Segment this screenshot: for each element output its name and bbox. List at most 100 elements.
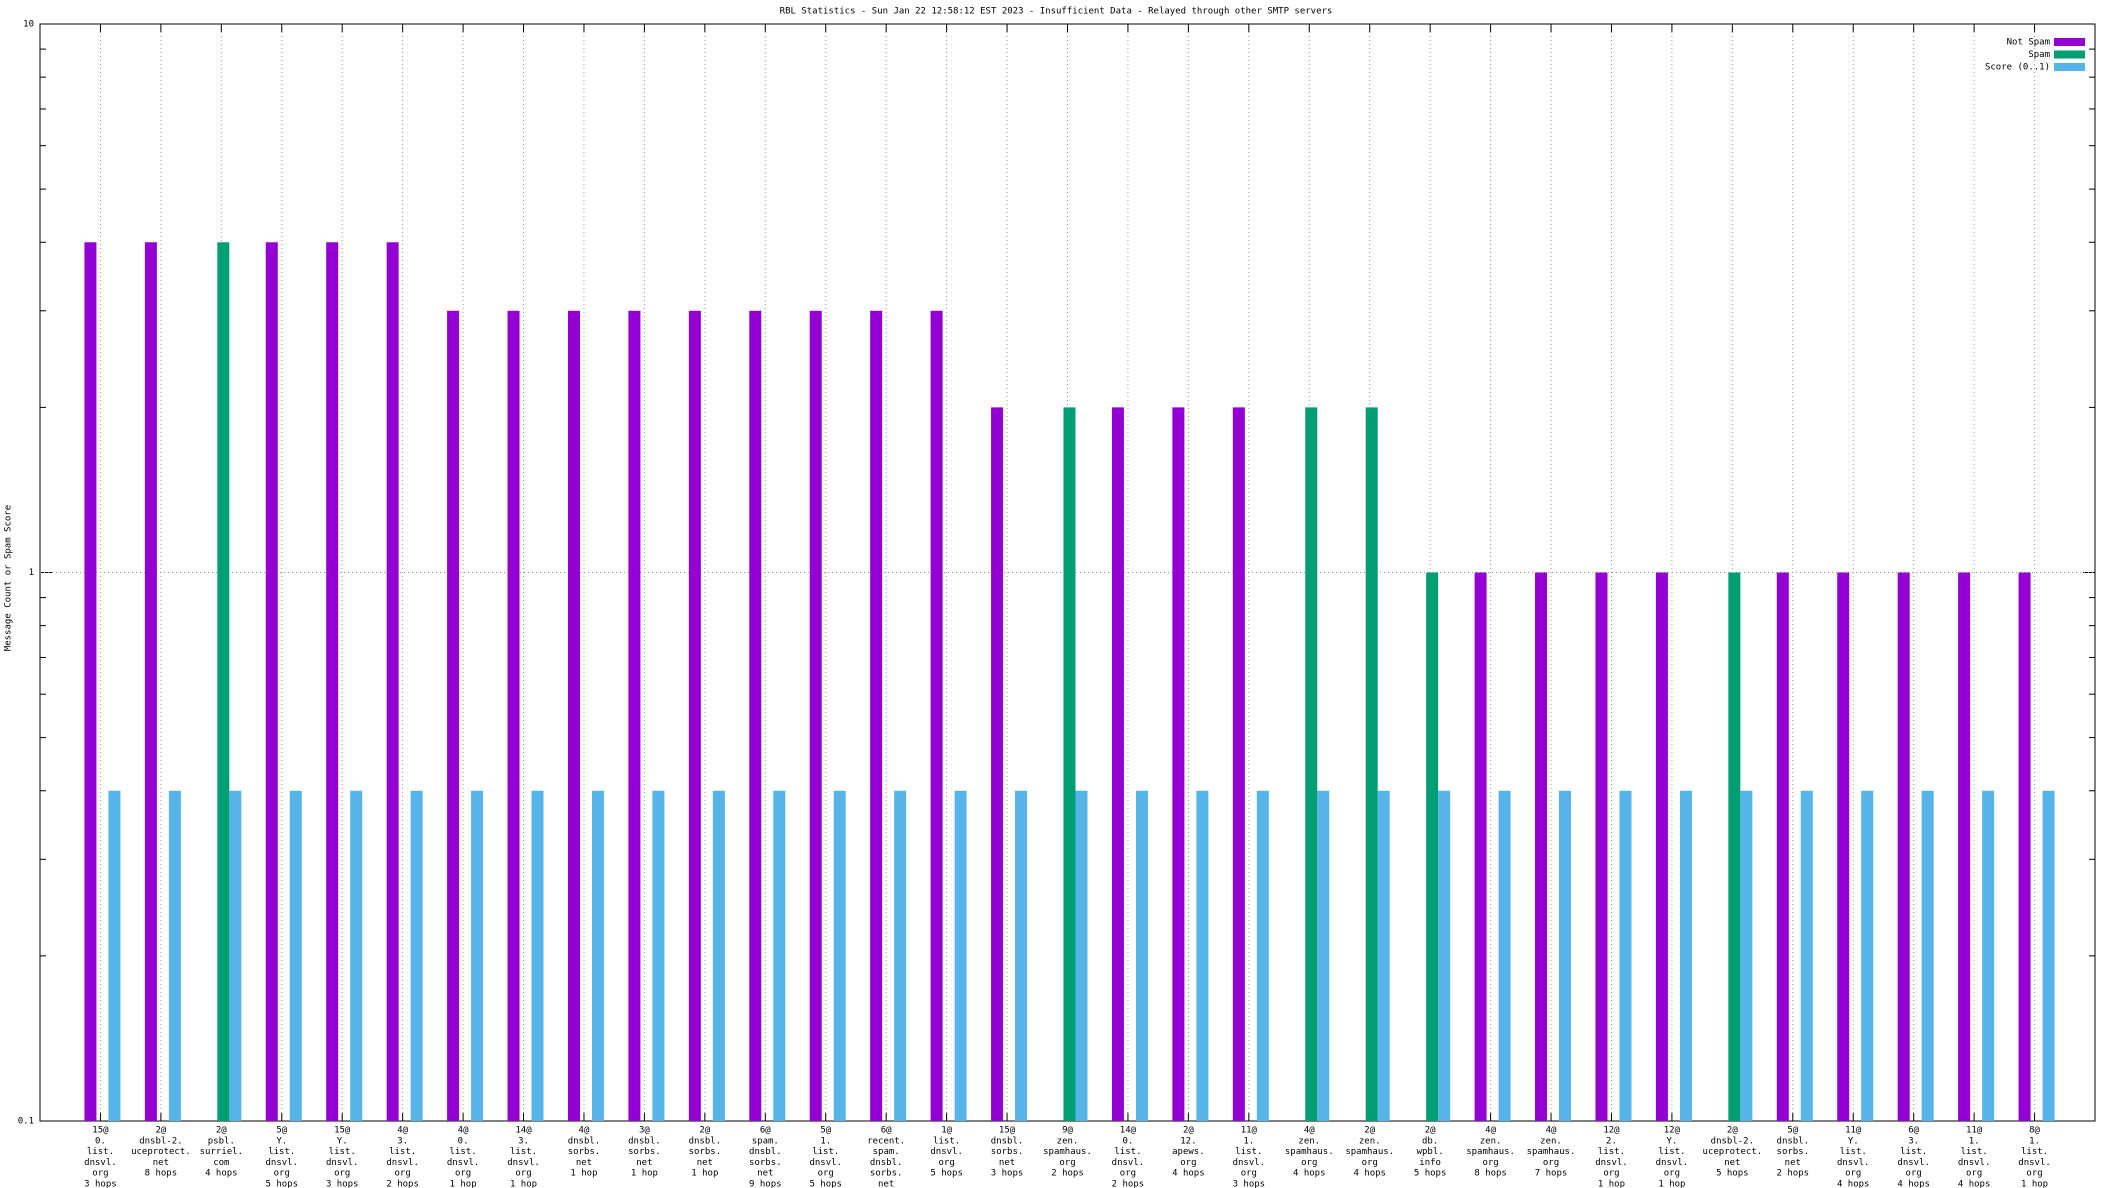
x-tick-label: org: [1241, 1169, 1257, 1179]
bar: [1498, 790, 1511, 1121]
bar: [1015, 790, 1028, 1121]
x-tick-label: 3.: [518, 1136, 529, 1146]
bar: [1063, 407, 1076, 1122]
x-tick-label: org: [1845, 1169, 1861, 1179]
y-tick-label: 0.1: [18, 1117, 34, 1127]
x-tick-label: dnsbl.: [870, 1158, 903, 1168]
x-tick-label: 5@: [820, 1126, 831, 1136]
x-tick-label: 12.: [1180, 1136, 1196, 1146]
bar: [1800, 790, 1813, 1121]
bar: [833, 790, 846, 1121]
x-tick-label: info: [1419, 1158, 1441, 1168]
x-tick-label: 1 hop: [510, 1180, 537, 1188]
x-tick-label: org: [334, 1169, 350, 1179]
x-tick-label: 2@: [1183, 1126, 1194, 1136]
x-tick-label: 4@: [1485, 1126, 1496, 1136]
x-tick-label: sorbs.: [749, 1158, 782, 1168]
bar: [1982, 790, 1995, 1121]
x-tick-label: db.: [1422, 1136, 1438, 1146]
x-tick-label: net: [576, 1158, 592, 1168]
bar: [1728, 572, 1741, 1121]
bar: [1559, 790, 1572, 1121]
x-tick-label: dnsbl.: [991, 1136, 1024, 1146]
x-tick-label: list.: [812, 1147, 839, 1157]
bar: [1365, 407, 1378, 1122]
x-tick-label: list.: [933, 1136, 960, 1146]
x-tick-label: 2 hops: [1112, 1180, 1145, 1188]
x-tick-label: Y.: [1666, 1136, 1677, 1146]
x-tick-label: dnsbl-2.: [1711, 1136, 1754, 1146]
x-tick-label: org: [1906, 1169, 1922, 1179]
x-tick-label: 5 hops: [266, 1180, 299, 1188]
x-tick-label: 3 hops: [326, 1180, 359, 1188]
x-tick-label: 8 hops: [1474, 1169, 1507, 1179]
x-tick-label: dnsvl.: [84, 1158, 117, 1168]
x-tick-label: sorbs.: [1777, 1147, 1810, 1157]
bar: [954, 790, 967, 1121]
x-tick-label: org: [1543, 1158, 1559, 1168]
bar: [809, 310, 822, 1122]
x-tick-label: 1 hop: [631, 1169, 658, 1179]
bar: [144, 242, 157, 1122]
x-tick-label: 15@: [334, 1126, 351, 1136]
x-tick-label: 2@: [216, 1126, 227, 1136]
x-tick-label: spamhaus.: [1527, 1147, 1576, 1157]
x-tick-label: 6@: [1908, 1126, 1919, 1136]
x-tick-label: dnsvl.: [1837, 1158, 1870, 1168]
x-tick-label: 2@: [1364, 1126, 1375, 1136]
x-tick-label: list.: [450, 1147, 477, 1157]
y-tick-label: 10: [23, 20, 34, 30]
bar: [1232, 407, 1245, 1122]
x-tick-label: dnsbl.: [749, 1147, 782, 1157]
x-tick-label: spam.: [752, 1136, 779, 1146]
x-tick-label: net: [697, 1158, 713, 1168]
y-tick-label: 1: [29, 568, 34, 578]
x-tick-label: 2@: [1727, 1126, 1738, 1136]
x-tick-label: 3 hops: [84, 1180, 117, 1188]
x-tick-label: 2 hops: [386, 1180, 419, 1188]
bar: [1256, 790, 1269, 1121]
x-tick-label: psbl.: [208, 1136, 235, 1146]
bar: [991, 407, 1004, 1122]
x-tick-label: sorbs.: [568, 1147, 601, 1157]
x-tick-label: wpbl.: [1417, 1147, 1444, 1157]
x-tick-label: dnsbl-2.: [139, 1136, 182, 1146]
x-tick-label: 1 hop: [1658, 1180, 1685, 1188]
x-tick-label: 4 hops: [1293, 1169, 1326, 1179]
x-tick-label: sorbs.: [991, 1147, 1024, 1157]
x-tick-label: Y.: [337, 1136, 348, 1146]
bar: [1679, 790, 1692, 1121]
legend-label: Score (0..1): [1985, 63, 2050, 73]
x-tick-label: org: [2026, 1169, 2042, 1179]
x-tick-label: 12@: [1664, 1126, 1681, 1136]
x-tick-label: 14@: [515, 1126, 532, 1136]
x-tick-label: 1 hop: [2021, 1180, 2048, 1188]
x-tick-label: dnsbl.: [689, 1136, 722, 1146]
x-tick-label: 1.: [820, 1136, 831, 1146]
x-tick-label: sorbs.: [689, 1147, 722, 1157]
x-tick-label: 6@: [760, 1126, 771, 1136]
x-tick-label: sorbs.: [628, 1147, 661, 1157]
x-tick-label: uceprotect.: [1703, 1147, 1763, 1157]
x-tick-label: net: [1724, 1158, 1740, 1168]
x-tick-label: 4@: [458, 1126, 469, 1136]
x-tick-label: 3 hops: [991, 1169, 1024, 1179]
bar: [1837, 572, 1850, 1121]
bar: [447, 310, 460, 1122]
x-tick-label: 3@: [639, 1126, 650, 1136]
x-tick-label: 5 hops: [1414, 1169, 1447, 1179]
x-tick-label: 11@: [1241, 1126, 1258, 1136]
x-tick-label: 1 hop: [1598, 1180, 1625, 1188]
bar: [1595, 572, 1608, 1121]
bar: [326, 242, 339, 1122]
x-tick-label: org: [515, 1169, 531, 1179]
bar: [2042, 790, 2055, 1121]
x-tick-label: 6@: [881, 1126, 892, 1136]
x-tick-label: 4 hops: [1172, 1169, 1205, 1179]
bar: [289, 790, 302, 1121]
x-tick-label: 4 hops: [1897, 1180, 1930, 1188]
bar: [591, 790, 604, 1121]
bar: [410, 790, 423, 1121]
bar: [1135, 790, 1148, 1121]
